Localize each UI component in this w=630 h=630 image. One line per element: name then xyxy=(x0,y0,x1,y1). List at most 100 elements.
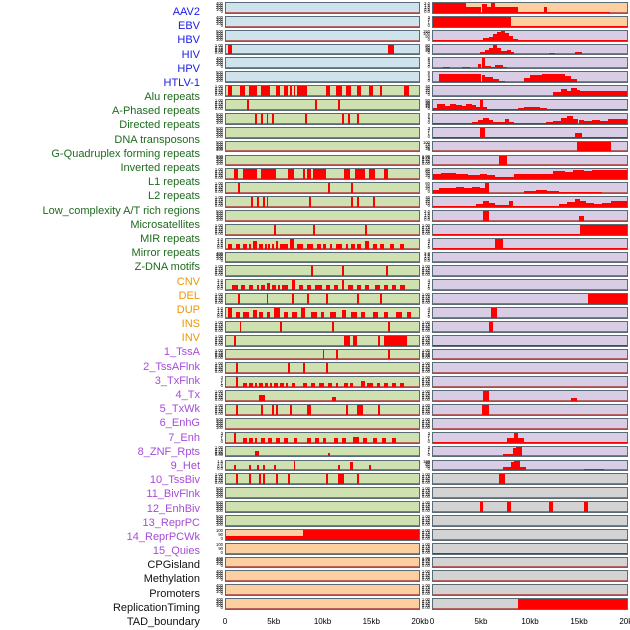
right-track-row[interactable] xyxy=(432,556,628,569)
right-track-row[interactable] xyxy=(432,209,628,222)
y-tick-label: 0.50 xyxy=(214,393,223,399)
left-track-row[interactable] xyxy=(225,237,420,250)
right-track-row[interactable] xyxy=(432,182,628,195)
right-track-row[interactable] xyxy=(432,404,628,416)
left-track-row[interactable] xyxy=(225,57,420,70)
left-track-row[interactable] xyxy=(225,85,420,98)
right-track-row[interactable] xyxy=(432,320,628,333)
left-track-row[interactable] xyxy=(225,487,420,500)
y-tick-label: 100 xyxy=(216,494,223,500)
left-track-row[interactable] xyxy=(225,598,420,610)
left-track-row[interactable] xyxy=(225,126,420,139)
left-track-row[interactable] xyxy=(225,584,420,597)
right-track-row[interactable] xyxy=(432,71,628,84)
y-tick-label: 1.00 xyxy=(214,181,223,187)
right-track-row[interactable] xyxy=(432,431,628,444)
right-track-row[interactable] xyxy=(432,293,628,305)
right-track-row[interactable] xyxy=(432,376,628,389)
right-track-row[interactable] xyxy=(432,514,628,527)
left-track-row[interactable] xyxy=(225,71,420,84)
right-track-row[interactable] xyxy=(432,223,628,236)
y-tick-label: 0.0 xyxy=(424,8,430,14)
left-track-row[interactable] xyxy=(225,334,420,347)
left-track-row[interactable] xyxy=(225,251,420,264)
left-track-row[interactable] xyxy=(225,168,420,181)
y-tick-label: 0.00 xyxy=(214,92,223,98)
right-track-row[interactable] xyxy=(432,598,628,610)
right-track-row[interactable] xyxy=(432,140,628,153)
right-track-row[interactable] xyxy=(432,29,628,42)
right-track-row[interactable] xyxy=(432,265,628,278)
right-track-row[interactable] xyxy=(432,445,628,458)
left-track-row[interactable] xyxy=(225,348,420,361)
left-track-row[interactable] xyxy=(225,556,420,569)
right-track-row[interactable] xyxy=(432,542,628,555)
left-track-row[interactable] xyxy=(225,182,420,195)
left-track-row[interactable] xyxy=(225,320,420,333)
right-track-row[interactable] xyxy=(432,196,628,208)
left-track-row[interactable] xyxy=(225,140,420,153)
right-track-row[interactable] xyxy=(432,417,628,430)
left-track-row[interactable] xyxy=(225,514,420,527)
right-track-row[interactable] xyxy=(432,307,628,319)
signal-bar xyxy=(541,74,565,83)
right-track-row[interactable] xyxy=(432,99,628,111)
right-track-row[interactable] xyxy=(432,473,628,486)
left-track-row[interactable] xyxy=(225,265,420,278)
left-track-row[interactable] xyxy=(225,376,420,389)
signal-bar xyxy=(349,383,354,388)
right-track-row[interactable] xyxy=(432,126,628,139)
left-track-row[interactable] xyxy=(225,223,420,236)
left-track-row[interactable] xyxy=(225,528,420,541)
left-track-row[interactable] xyxy=(225,307,420,319)
left-track-row[interactable] xyxy=(225,542,420,555)
right-track-row[interactable] xyxy=(432,168,628,181)
left-track-row[interactable] xyxy=(225,293,420,305)
left-track-row[interactable] xyxy=(225,431,420,444)
right-track-row[interactable] xyxy=(432,251,628,264)
y-tick-label: 100 xyxy=(423,31,430,37)
right-track-row[interactable] xyxy=(432,85,628,98)
left-track-row[interactable] xyxy=(225,390,420,403)
signal-bar xyxy=(481,3,488,13)
right-track-row[interactable] xyxy=(432,279,628,292)
left-track-row[interactable] xyxy=(225,209,420,222)
left-track-row[interactable] xyxy=(225,279,420,292)
right-track-row[interactable] xyxy=(432,112,628,125)
left-track-row[interactable] xyxy=(225,43,420,56)
left-track-row[interactable] xyxy=(225,459,420,472)
left-track-row[interactable] xyxy=(225,417,420,430)
right-track-row[interactable] xyxy=(432,487,628,500)
left-track-row[interactable] xyxy=(225,501,420,513)
right-track-row[interactable] xyxy=(432,528,628,541)
left-track-row[interactable] xyxy=(225,404,420,416)
right-track-row[interactable] xyxy=(432,459,628,472)
right-track-row[interactable] xyxy=(432,501,628,513)
right-track-row[interactable] xyxy=(432,2,628,14)
left-track-row[interactable] xyxy=(225,15,420,28)
right-track-row[interactable] xyxy=(432,43,628,56)
right-track-row[interactable] xyxy=(432,584,628,597)
right-track-row[interactable] xyxy=(432,334,628,347)
right-track-row[interactable] xyxy=(432,362,628,375)
left-track-row[interactable] xyxy=(225,112,420,125)
left-track-row[interactable] xyxy=(225,473,420,486)
left-track-row[interactable] xyxy=(225,445,420,458)
left-track-row[interactable] xyxy=(225,362,420,375)
y-tick-label: 400 xyxy=(216,250,223,256)
right-track-row[interactable] xyxy=(432,390,628,403)
y-axis: 100 90 0 xyxy=(198,528,224,541)
right-track-row[interactable] xyxy=(432,57,628,70)
right-track-row[interactable] xyxy=(432,237,628,250)
right-track-row[interactable] xyxy=(432,154,628,167)
right-track-row[interactable] xyxy=(432,15,628,28)
left-track-row[interactable] xyxy=(225,99,420,111)
left-track-row[interactable] xyxy=(225,570,420,583)
left-track-row[interactable] xyxy=(225,196,420,208)
left-track-row[interactable] xyxy=(225,29,420,42)
y-axis: 1.00 0.75 0.50 0.25 0.00 xyxy=(405,528,431,541)
right-track-row[interactable] xyxy=(432,348,628,361)
left-track-row[interactable] xyxy=(225,154,420,167)
left-track-row[interactable] xyxy=(225,2,420,14)
right-track-row[interactable] xyxy=(432,570,628,583)
